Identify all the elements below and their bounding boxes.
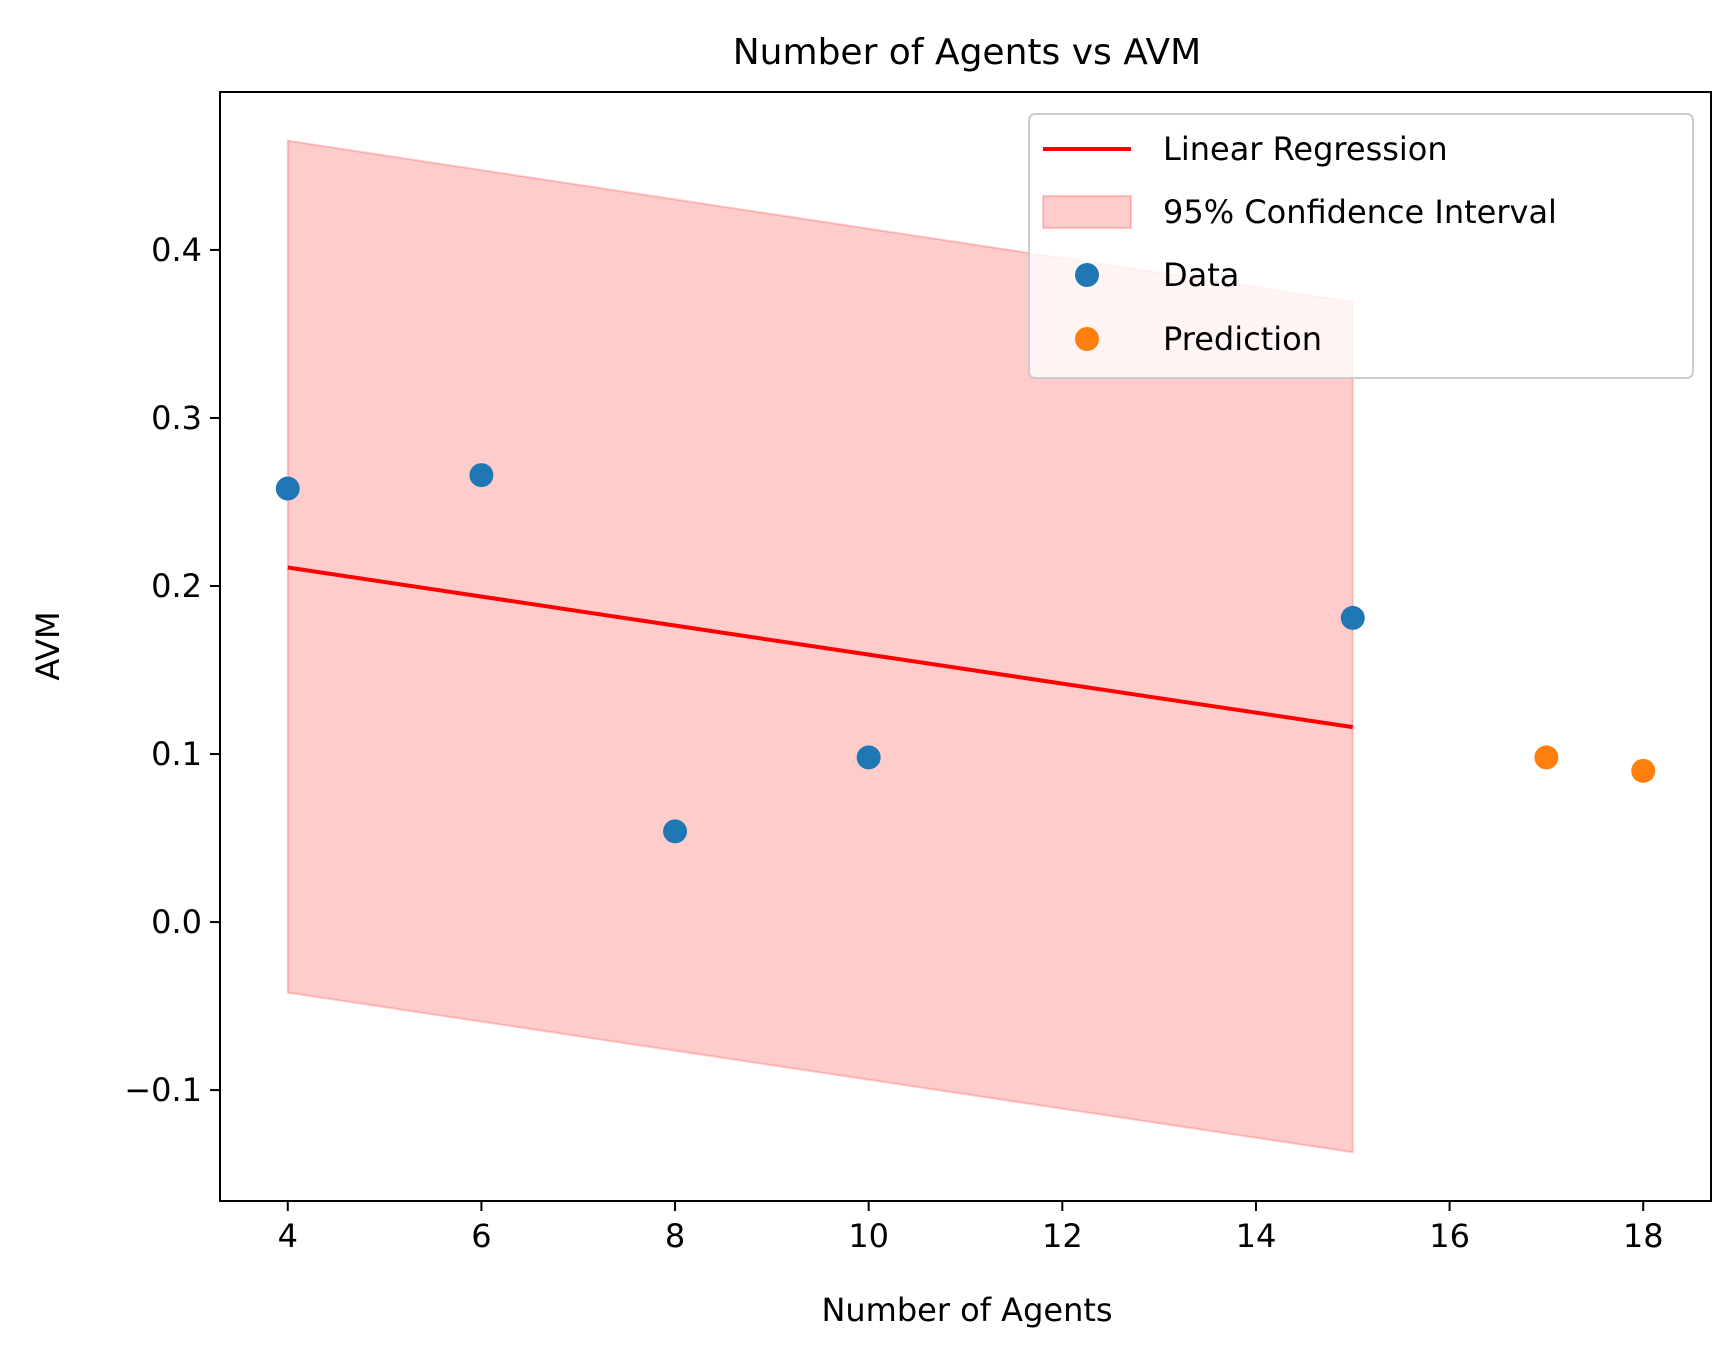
x-tick-label: 18 [1623,1217,1664,1255]
data-point [275,476,300,501]
y-axis: −0.1 0.0 0.1 0.2 0.3 0.4 [124,231,220,1109]
x-tick-label: 8 [665,1217,685,1255]
legend: Linear Regression 95% Confidence Interval… [1028,113,1694,379]
prediction-point [1534,745,1559,770]
x-tick-label: 14 [1236,1217,1277,1255]
y-tick-label: −0.1 [124,1071,202,1109]
legend-swatch-band [1042,195,1132,229]
y-tick-label: 0.2 [151,567,202,605]
x-axis: 4 6 8 10 12 14 16 18 [278,1201,1664,1255]
x-tick-label: 12 [1042,1217,1083,1255]
legend-label: Data [1163,256,1239,294]
y-tick-label: 0.3 [151,399,202,437]
x-axis-label: Number of Agents [821,1291,1112,1329]
data-point [469,463,494,488]
y-tick-label: 0.0 [151,903,202,941]
x-tick-label: 4 [278,1217,298,1255]
prediction-point [1631,758,1656,783]
plot-area [275,139,1656,1154]
x-tick-label: 6 [471,1217,491,1255]
chart-title: Number of Agents vs AVM [733,32,1201,73]
legend-swatch-marker [1075,327,1099,351]
legend-label: Linear Regression [1163,130,1448,168]
y-tick-label: 0.1 [151,735,202,773]
y-axis-label: AVM [29,611,67,680]
x-tick-label: 16 [1429,1217,1470,1255]
axes-frame [219,91,1712,1202]
y-tick-label: 0.4 [151,231,202,269]
legend-swatch-marker [1075,263,1099,287]
x-tick-label: 10 [848,1217,889,1255]
legend-label: Prediction [1163,320,1322,358]
regression-line [287,565,1354,730]
legend-label: 95% Confidence Interval [1163,193,1557,231]
data-point [1340,605,1365,630]
data-point [856,745,881,770]
data-point [663,819,688,844]
legend-box [1028,113,1694,379]
